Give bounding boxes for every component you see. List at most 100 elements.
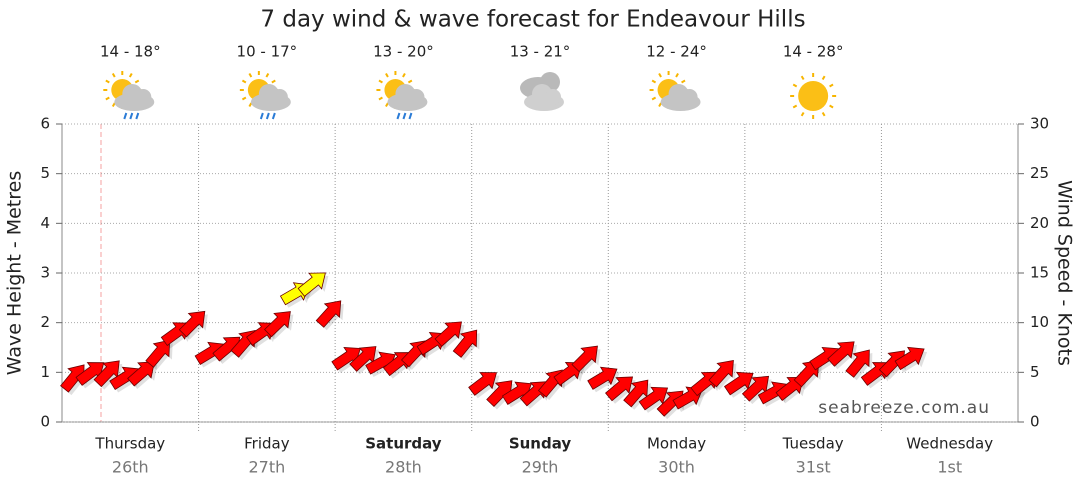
sun-ray bbox=[378, 79, 383, 84]
sun-ray bbox=[378, 96, 383, 101]
temperature: 10 - 17° bbox=[237, 43, 298, 61]
sun-ray bbox=[675, 73, 679, 78]
sun-ray bbox=[829, 104, 834, 109]
wind-arrow bbox=[297, 272, 326, 297]
y2-tick-label: 20 bbox=[1030, 214, 1049, 232]
cloud bbox=[135, 89, 152, 105]
weather-icon bbox=[239, 71, 291, 120]
chart-title: 7 day wind & wave forecast for Endeavour… bbox=[260, 7, 805, 33]
y2-axis-label: Wind Speed - Knots bbox=[1054, 180, 1076, 366]
sun-ray bbox=[821, 111, 826, 117]
temperature: 14 - 28° bbox=[783, 43, 844, 61]
wind-arrow bbox=[894, 346, 925, 371]
rain bbox=[129, 112, 134, 120]
wind-arrow bbox=[486, 380, 513, 408]
wind-arrow bbox=[587, 366, 618, 390]
weather-icon bbox=[376, 71, 428, 120]
sun-ray bbox=[128, 73, 133, 78]
wind-arrow bbox=[723, 371, 754, 396]
wind-arrow bbox=[145, 339, 171, 368]
sun-ray bbox=[241, 96, 247, 101]
sun-ray bbox=[681, 79, 686, 84]
day-date: 1st bbox=[937, 458, 962, 477]
sun-ray bbox=[105, 96, 110, 101]
wind-arrow bbox=[178, 310, 206, 338]
rain bbox=[402, 112, 407, 120]
wind-arrow bbox=[468, 372, 498, 396]
wind-arrow bbox=[127, 361, 155, 387]
day-name: Saturday bbox=[365, 435, 442, 453]
day-date: 31st bbox=[796, 458, 831, 477]
y-axis-label: Wave Height - Metres bbox=[4, 171, 26, 375]
temperature: 13 - 20° bbox=[373, 43, 434, 61]
sun-ray bbox=[651, 79, 657, 84]
rain bbox=[259, 112, 264, 120]
sun-ray bbox=[800, 75, 805, 81]
grid bbox=[56, 123, 1024, 432]
day-name: Wednesday bbox=[906, 435, 993, 453]
rain bbox=[135, 112, 140, 120]
sun-ray bbox=[402, 73, 406, 78]
weather-icon bbox=[520, 72, 564, 111]
wind-arrow bbox=[93, 360, 120, 388]
y2-tick-label: 30 bbox=[1030, 115, 1049, 133]
wind-arrow bbox=[349, 346, 377, 372]
temperature: 14 - 18° bbox=[100, 43, 161, 61]
rain bbox=[271, 112, 276, 120]
sun-ray bbox=[658, 102, 662, 107]
wind-arrow bbox=[315, 300, 342, 328]
day-date: 29th bbox=[522, 458, 559, 477]
day-date: 27th bbox=[248, 458, 285, 477]
wind-arrows bbox=[60, 272, 928, 420]
weather-icon bbox=[649, 71, 701, 111]
temperature: 13 - 21° bbox=[510, 43, 571, 61]
wind-arrow bbox=[623, 379, 649, 408]
sun-ray bbox=[385, 102, 389, 107]
sun-ray bbox=[111, 102, 116, 107]
day-name: Sunday bbox=[509, 435, 572, 453]
y2-tick-label: 15 bbox=[1030, 264, 1049, 282]
sun-ray bbox=[105, 79, 110, 84]
labels: 0 1 2 3 4 5 6 0 5 10 15 20 25 30 Thursday 26th 14 - 18° F… bbox=[40, 43, 1049, 477]
day-date: 26th bbox=[112, 458, 149, 477]
wind-arrow bbox=[264, 311, 291, 338]
sun-ray bbox=[800, 111, 805, 117]
day-name: Friday bbox=[244, 435, 290, 453]
y-tick-label: 5 bbox=[40, 164, 50, 182]
wind-arrow bbox=[605, 376, 634, 402]
y-tick-label: 3 bbox=[40, 264, 50, 282]
wind-arrow bbox=[571, 345, 598, 373]
cloud bbox=[545, 89, 561, 105]
rain bbox=[408, 112, 413, 120]
wind-arrow bbox=[741, 375, 770, 402]
rain bbox=[123, 112, 128, 120]
y-tick-label: 2 bbox=[40, 313, 50, 331]
sun-ray bbox=[792, 104, 798, 109]
wind-arrow bbox=[434, 321, 462, 347]
sun-ray bbox=[241, 79, 247, 84]
sun-ray bbox=[792, 83, 798, 88]
weather-icon bbox=[103, 71, 155, 120]
sun-ray bbox=[829, 83, 834, 88]
day-date: 28th bbox=[385, 458, 422, 477]
y2-tick-label: 0 bbox=[1030, 413, 1040, 431]
sun-ray bbox=[248, 102, 253, 107]
sun-ray bbox=[385, 73, 389, 78]
watermark: seabreeze.com.au bbox=[818, 398, 990, 418]
wind-arrow bbox=[708, 359, 734, 388]
y-tick-label: 0 bbox=[40, 413, 50, 431]
wind-arrow bbox=[75, 362, 105, 386]
cloud bbox=[681, 89, 698, 105]
sun-ray bbox=[651, 96, 657, 101]
wind-arrow bbox=[638, 386, 669, 411]
wind-arrow bbox=[452, 329, 478, 358]
weather-icon bbox=[790, 73, 837, 119]
sun-ray bbox=[407, 79, 413, 84]
day-name: Thursday bbox=[94, 435, 165, 453]
sun-ray bbox=[821, 75, 826, 81]
day-name: Monday bbox=[647, 435, 706, 453]
day-date: 30th bbox=[658, 458, 695, 477]
wind-arrow bbox=[845, 349, 870, 378]
sun-ray bbox=[271, 79, 276, 84]
